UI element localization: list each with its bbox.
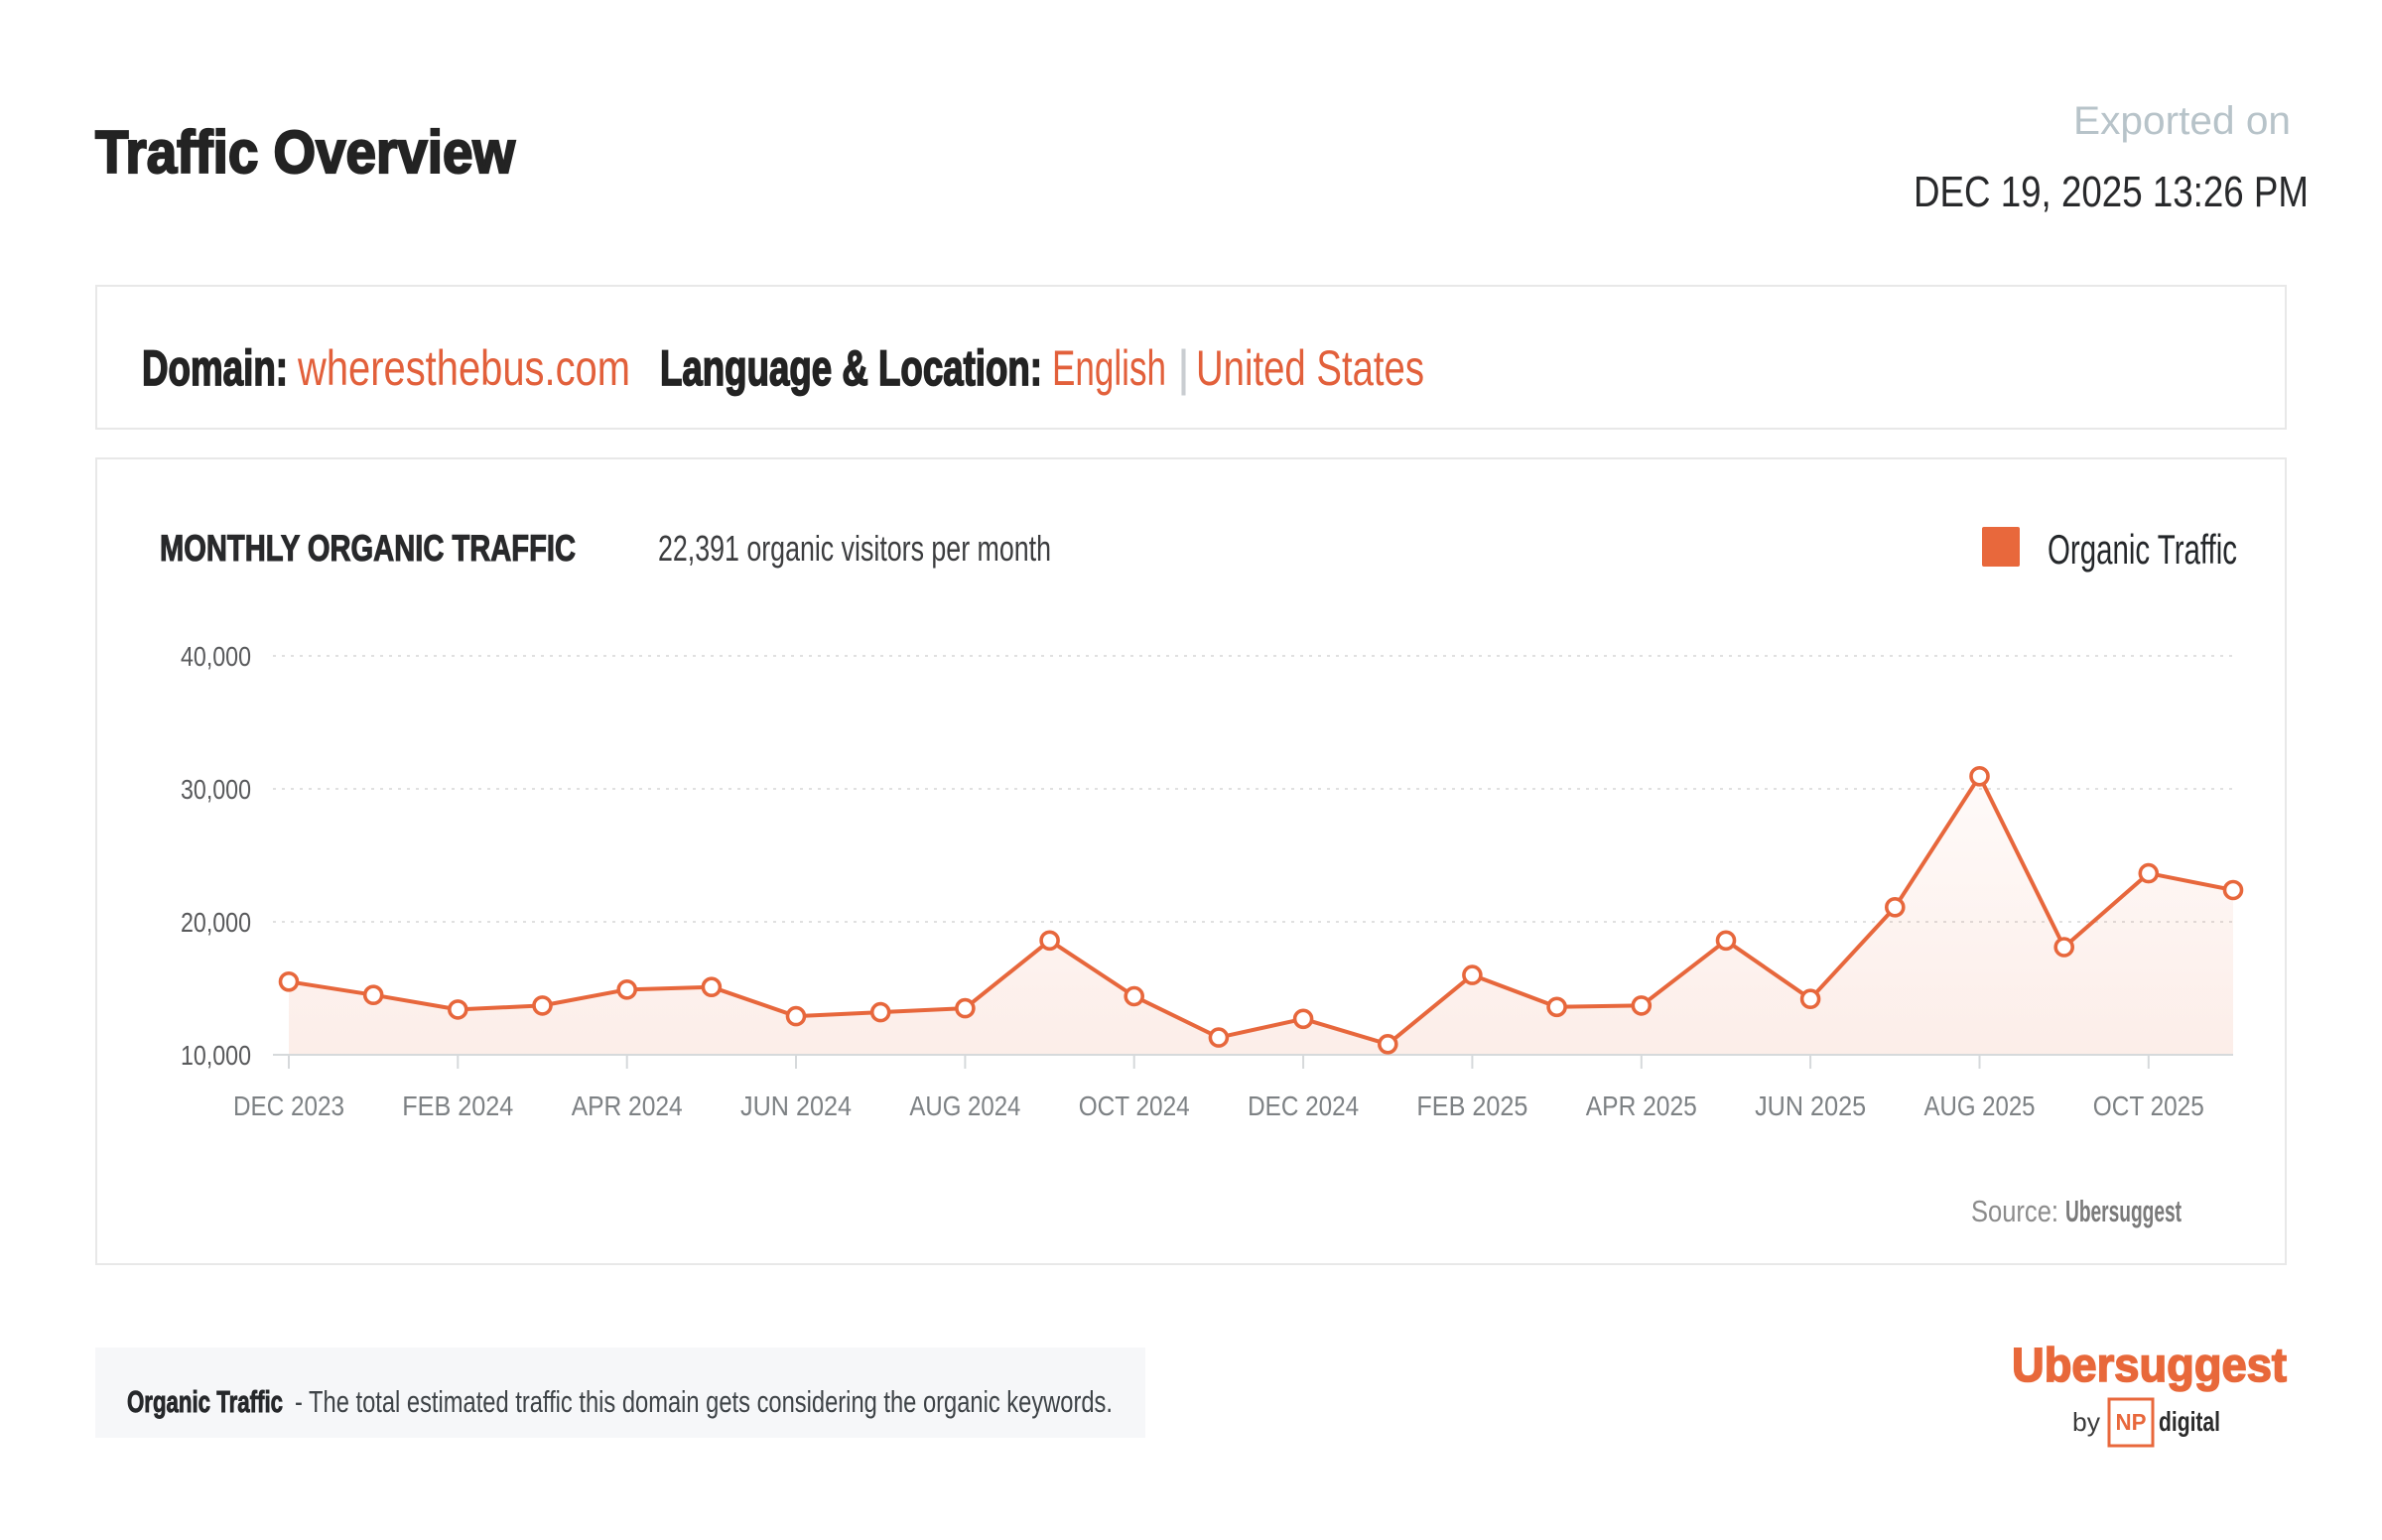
svg-text:DEC 19, 2025 13:26 PM: DEC 19, 2025 13:26 PM: [1914, 168, 2309, 216]
svg-text:wheresthebus.com: wheresthebus.com: [297, 340, 630, 396]
svg-text:Ubersuggest: Ubersuggest: [2012, 1340, 2287, 1392]
svg-text:OCT 2024: OCT 2024: [1079, 1091, 1190, 1121]
svg-text:- The total estimated traffic: - The total estimated traffic this domai…: [295, 1384, 1113, 1419]
svg-text:digital: digital: [2159, 1406, 2220, 1437]
svg-text:30,000: 30,000: [181, 774, 251, 805]
svg-text:JUN 2025: JUN 2025: [1755, 1091, 1866, 1121]
svg-text:by: by: [2072, 1407, 2100, 1437]
svg-text:Source:: Source:: [1971, 1194, 2058, 1228]
svg-text:Language & Location:: Language & Location:: [660, 340, 1042, 396]
svg-text:Exported on: Exported on: [2073, 99, 2291, 143]
svg-text:40,000: 40,000: [181, 641, 251, 672]
svg-text:22,391 organic visitors per mo: 22,391 organic visitors per month: [658, 528, 1051, 569]
svg-text:FEB 2024: FEB 2024: [402, 1091, 513, 1121]
svg-text:|: |: [1177, 340, 1190, 396]
svg-text:United States: United States: [1196, 340, 1424, 396]
svg-text:Organic Traffic: Organic Traffic: [127, 1384, 283, 1419]
svg-text:OCT 2025: OCT 2025: [2093, 1091, 2204, 1121]
svg-text:Traffic Overview: Traffic Overview: [95, 119, 515, 186]
svg-text:10,000: 10,000: [181, 1040, 251, 1071]
svg-text:JUN 2024: JUN 2024: [740, 1091, 852, 1121]
svg-text:NP: NP: [2116, 1409, 2147, 1435]
svg-text:APR 2025: APR 2025: [1586, 1091, 1697, 1121]
svg-text:Ubersuggest: Ubersuggest: [2065, 1194, 2182, 1228]
svg-text:DEC 2024: DEC 2024: [1248, 1091, 1359, 1121]
svg-text:AUG 2024: AUG 2024: [909, 1091, 1020, 1121]
svg-text:DEC 2023: DEC 2023: [233, 1091, 344, 1121]
svg-text:English: English: [1052, 340, 1166, 396]
svg-text:APR 2024: APR 2024: [572, 1091, 683, 1121]
svg-text:20,000: 20,000: [181, 907, 251, 938]
svg-text:AUG 2025: AUG 2025: [1924, 1091, 2036, 1121]
svg-text:MONTHLY ORGANIC TRAFFIC: MONTHLY ORGANIC TRAFFIC: [160, 528, 576, 569]
svg-text:FEB 2025: FEB 2025: [1416, 1091, 1527, 1121]
svg-text:Organic Traffic: Organic Traffic: [2048, 526, 2237, 573]
svg-text:Domain:: Domain:: [142, 340, 288, 396]
